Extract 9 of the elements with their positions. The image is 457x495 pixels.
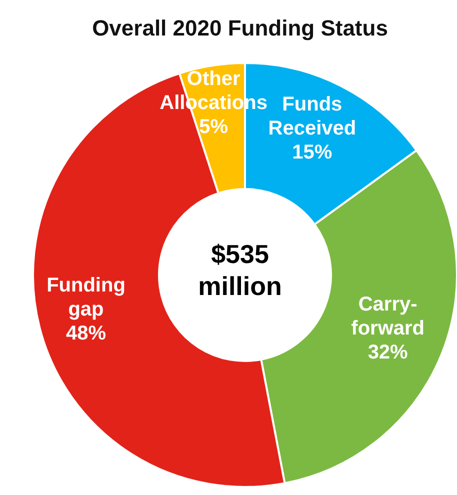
data-label: 32% — [368, 342, 408, 364]
data-label: 15% — [292, 141, 332, 164]
text: $535 million — [198, 239, 282, 301]
data-label: 48% — [66, 322, 106, 345]
data-label: 5% — [199, 116, 228, 138]
slice-label: Funds Received — [268, 93, 356, 140]
chart-title: Overall 2020 Funding Status — [92, 16, 388, 40]
slice-label: Carry-forward — [351, 294, 425, 340]
slice-label: Funding gap — [46, 274, 126, 321]
